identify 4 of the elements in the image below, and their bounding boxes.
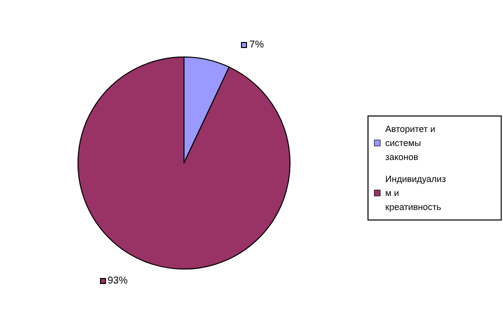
data-label: 93% (108, 276, 128, 287)
data-label: 7% (249, 39, 264, 50)
legend-label: Индивидуализм и креативность (385, 174, 446, 212)
legend-label: Авторитет и системы законов (385, 124, 438, 162)
